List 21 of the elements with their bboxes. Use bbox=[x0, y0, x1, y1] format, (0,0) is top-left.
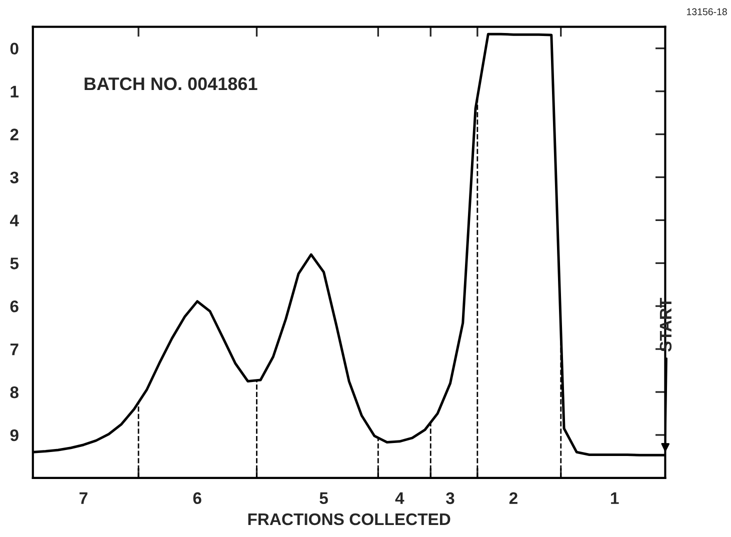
x-tick-label: 7 bbox=[80, 492, 88, 504]
x-tick-label: 1 bbox=[611, 492, 619, 504]
x-tick-label: 5 bbox=[320, 492, 328, 504]
x-tick-label: 6 bbox=[193, 492, 202, 504]
x-tick-label: 4 bbox=[395, 492, 404, 504]
annotation: BATCH NO. 0041861 bbox=[84, 77, 258, 90]
y-tick-label: 5 bbox=[10, 258, 19, 270]
y-tick-label: 4 bbox=[10, 214, 19, 226]
y-tick-label: 2 bbox=[10, 128, 18, 140]
y-tick-label: 1 bbox=[10, 86, 19, 98]
x-tick-label: 3 bbox=[446, 492, 454, 504]
x-tick-label: 2 bbox=[509, 492, 518, 504]
y-tick-label: 6 bbox=[10, 300, 18, 312]
y-tick-label: 8 bbox=[10, 386, 18, 398]
y-tick-label: 7 bbox=[10, 344, 18, 356]
annotation: START bbox=[660, 298, 672, 352]
y-tick-label: 3 bbox=[10, 172, 18, 184]
x-axis-title: FRACTIONS COLLECTED bbox=[248, 513, 450, 526]
y-tick-label: 9 bbox=[10, 429, 18, 442]
text: 13156-18 bbox=[687, 8, 727, 16]
y-tick-label: 0 bbox=[10, 42, 18, 55]
